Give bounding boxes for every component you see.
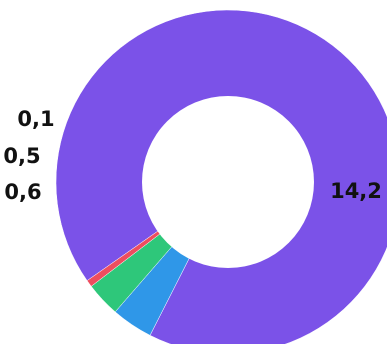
slice-label-14-2: 14,2 xyxy=(330,179,382,203)
slice-label-0-5: 0,5 xyxy=(3,144,40,168)
data-labels: 14,2 0,6 0,5 0,1 xyxy=(3,107,382,204)
donut-hole xyxy=(142,96,314,268)
slice-label-0-6: 0,6 xyxy=(4,180,41,204)
slice-label-0-1: 0,1 xyxy=(17,107,54,131)
